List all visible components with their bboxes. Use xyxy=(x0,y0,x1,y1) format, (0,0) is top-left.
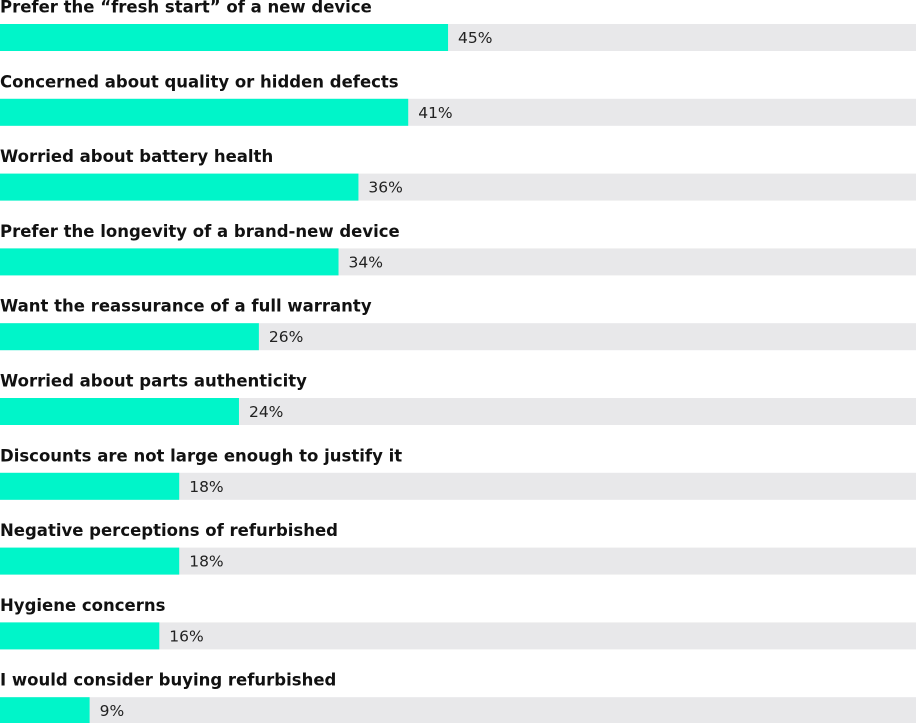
category-label: Hygiene concerns xyxy=(0,596,166,615)
bar xyxy=(0,173,359,201)
value-label: 18% xyxy=(189,478,223,496)
bar xyxy=(0,622,160,650)
category-label: Prefer the “fresh start” of a new device xyxy=(0,0,372,17)
value-label: 24% xyxy=(249,403,283,421)
bar xyxy=(0,547,180,575)
bar xyxy=(0,24,449,51)
category-label: I would consider buying refurbished xyxy=(0,671,336,690)
bar-track xyxy=(0,697,916,723)
category-label: Prefer the longevity of a brand-new devi… xyxy=(0,222,400,241)
category-label: Discounts are not large enough to justif… xyxy=(0,446,402,465)
category-label: Worried about parts authenticity xyxy=(0,372,307,391)
value-label: 16% xyxy=(169,627,203,645)
category-label: Concerned about quality or hidden defect… xyxy=(0,72,399,91)
value-label: 26% xyxy=(269,328,303,346)
bar xyxy=(0,323,259,351)
value-label: 36% xyxy=(368,179,402,197)
category-label: Worried about battery health xyxy=(0,147,273,166)
bar xyxy=(0,472,180,500)
value-label: 45% xyxy=(458,29,492,47)
value-label: 18% xyxy=(189,553,223,571)
value-label: 41% xyxy=(418,104,452,122)
value-label: 9% xyxy=(100,702,125,720)
bar xyxy=(0,248,339,276)
bar xyxy=(0,98,409,126)
category-label: Negative perceptions of refurbished xyxy=(0,521,338,540)
value-label: 34% xyxy=(349,253,383,271)
bar xyxy=(0,398,239,425)
category-label: Want the reassurance of a full warranty xyxy=(0,297,372,316)
bar xyxy=(0,697,90,723)
